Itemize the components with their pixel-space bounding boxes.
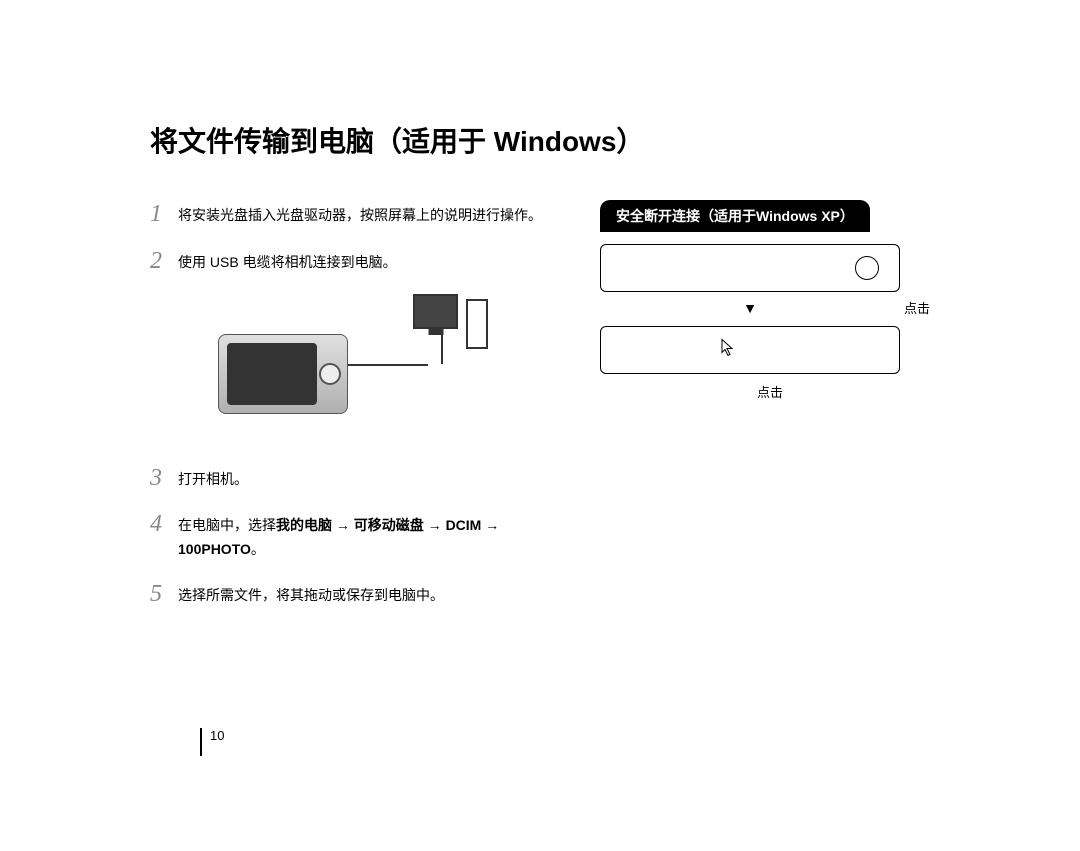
camera-icon xyxy=(218,334,348,414)
usb-cable-icon xyxy=(348,364,428,366)
steps-column: 1 将安装光盘插入光盘驱动器，按照屏幕上的说明进行操作。 2 使用 USB 电缆… xyxy=(150,200,550,627)
page-title: 将文件传输到电脑（适用于 Windows） xyxy=(150,120,970,160)
cursor-icon xyxy=(721,339,735,362)
step-text: 选择所需文件，将其拖动或保存到电脑中。 xyxy=(178,580,444,608)
click-label-2: 点击 xyxy=(600,382,900,401)
step4-bold2: 可移动磁盘 xyxy=(354,517,424,533)
step-text: 打开相机。 xyxy=(178,464,248,492)
pc-tower-icon xyxy=(466,299,488,349)
step-number: 5 xyxy=(150,580,178,609)
step-5: 5 选择所需文件，将其拖动或保存到电脑中。 xyxy=(150,580,550,609)
popup-box-2 xyxy=(600,326,900,374)
step-text: 将安装光盘插入光盘驱动器，按照屏幕上的说明进行操作。 xyxy=(178,200,542,228)
camera-connection-illustration xyxy=(178,294,488,444)
taskbar-box-1 xyxy=(600,244,900,292)
disconnect-header: 安全断开连接（适用于Windows XP） xyxy=(600,200,870,232)
step4-suffix: 。 xyxy=(251,541,265,557)
step-number: 3 xyxy=(150,464,178,493)
step4-bold3: DCIM xyxy=(446,517,482,533)
page-number: 10 xyxy=(200,728,224,756)
disconnect-column: 安全断开连接（适用于Windows XP） 点击 ▼ 点击 xyxy=(600,200,940,627)
monitor-icon xyxy=(413,294,458,329)
arrow-down-icon: ▼ xyxy=(600,300,900,316)
step-text: 在电脑中，选择我的电脑 → 可移动磁盘 → DCIM → 100PHOTO。 xyxy=(178,510,550,562)
step4-prefix: 在电脑中，选择 xyxy=(178,517,276,533)
step4-bold4: 100PHOTO xyxy=(178,541,251,557)
step-2: 2 使用 USB 电缆将相机连接到电脑。 xyxy=(150,247,550,276)
step-4: 4 在电脑中，选择我的电脑 → 可移动磁盘 → DCIM → 100PHOTO。 xyxy=(150,510,550,562)
tray-icon-target xyxy=(855,256,879,280)
step4-arrow3: → xyxy=(481,517,499,533)
click-label-1: 点击 xyxy=(904,298,930,317)
step-3: 3 打开相机。 xyxy=(150,464,550,493)
step-1: 1 将安装光盘插入光盘驱动器，按照屏幕上的说明进行操作。 xyxy=(150,200,550,229)
step-number: 2 xyxy=(150,247,178,276)
step4-arrow1: → xyxy=(332,517,354,533)
step4-arrow2: → xyxy=(424,517,446,533)
step-text: 使用 USB 电缆将相机连接到电脑。 xyxy=(178,247,397,275)
step-number: 1 xyxy=(150,200,178,229)
step4-bold1: 我的电脑 xyxy=(276,517,332,533)
step-number: 4 xyxy=(150,510,178,539)
